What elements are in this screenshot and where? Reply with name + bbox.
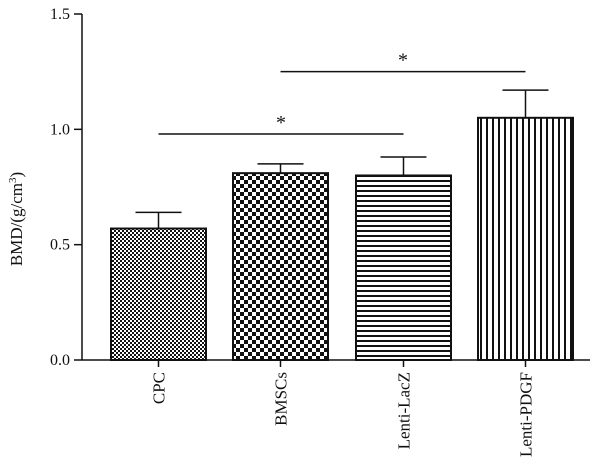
y-tick-label: 0.5	[50, 237, 70, 254]
y-tick-label: 1.5	[50, 6, 70, 23]
significance-star: *	[276, 112, 286, 134]
x-tick-label: Lenti-PDGF	[517, 372, 536, 457]
x-tick-label: CPC	[150, 372, 169, 404]
x-tick-label: BMSCs	[272, 372, 291, 426]
bar-cpc	[110, 227, 207, 361]
significance-star: *	[398, 50, 408, 72]
y-tick-label: 0.0	[50, 352, 70, 369]
y-axis-title: BMD/(g/cm3)	[7, 172, 26, 266]
bar-lenti-pdgf	[477, 116, 574, 361]
y-tick-label: 1.0	[50, 121, 70, 138]
bar-lenti-lacz	[355, 174, 452, 361]
bar-bmscs	[232, 172, 329, 361]
x-tick-label: Lenti-LacZ	[395, 372, 414, 449]
